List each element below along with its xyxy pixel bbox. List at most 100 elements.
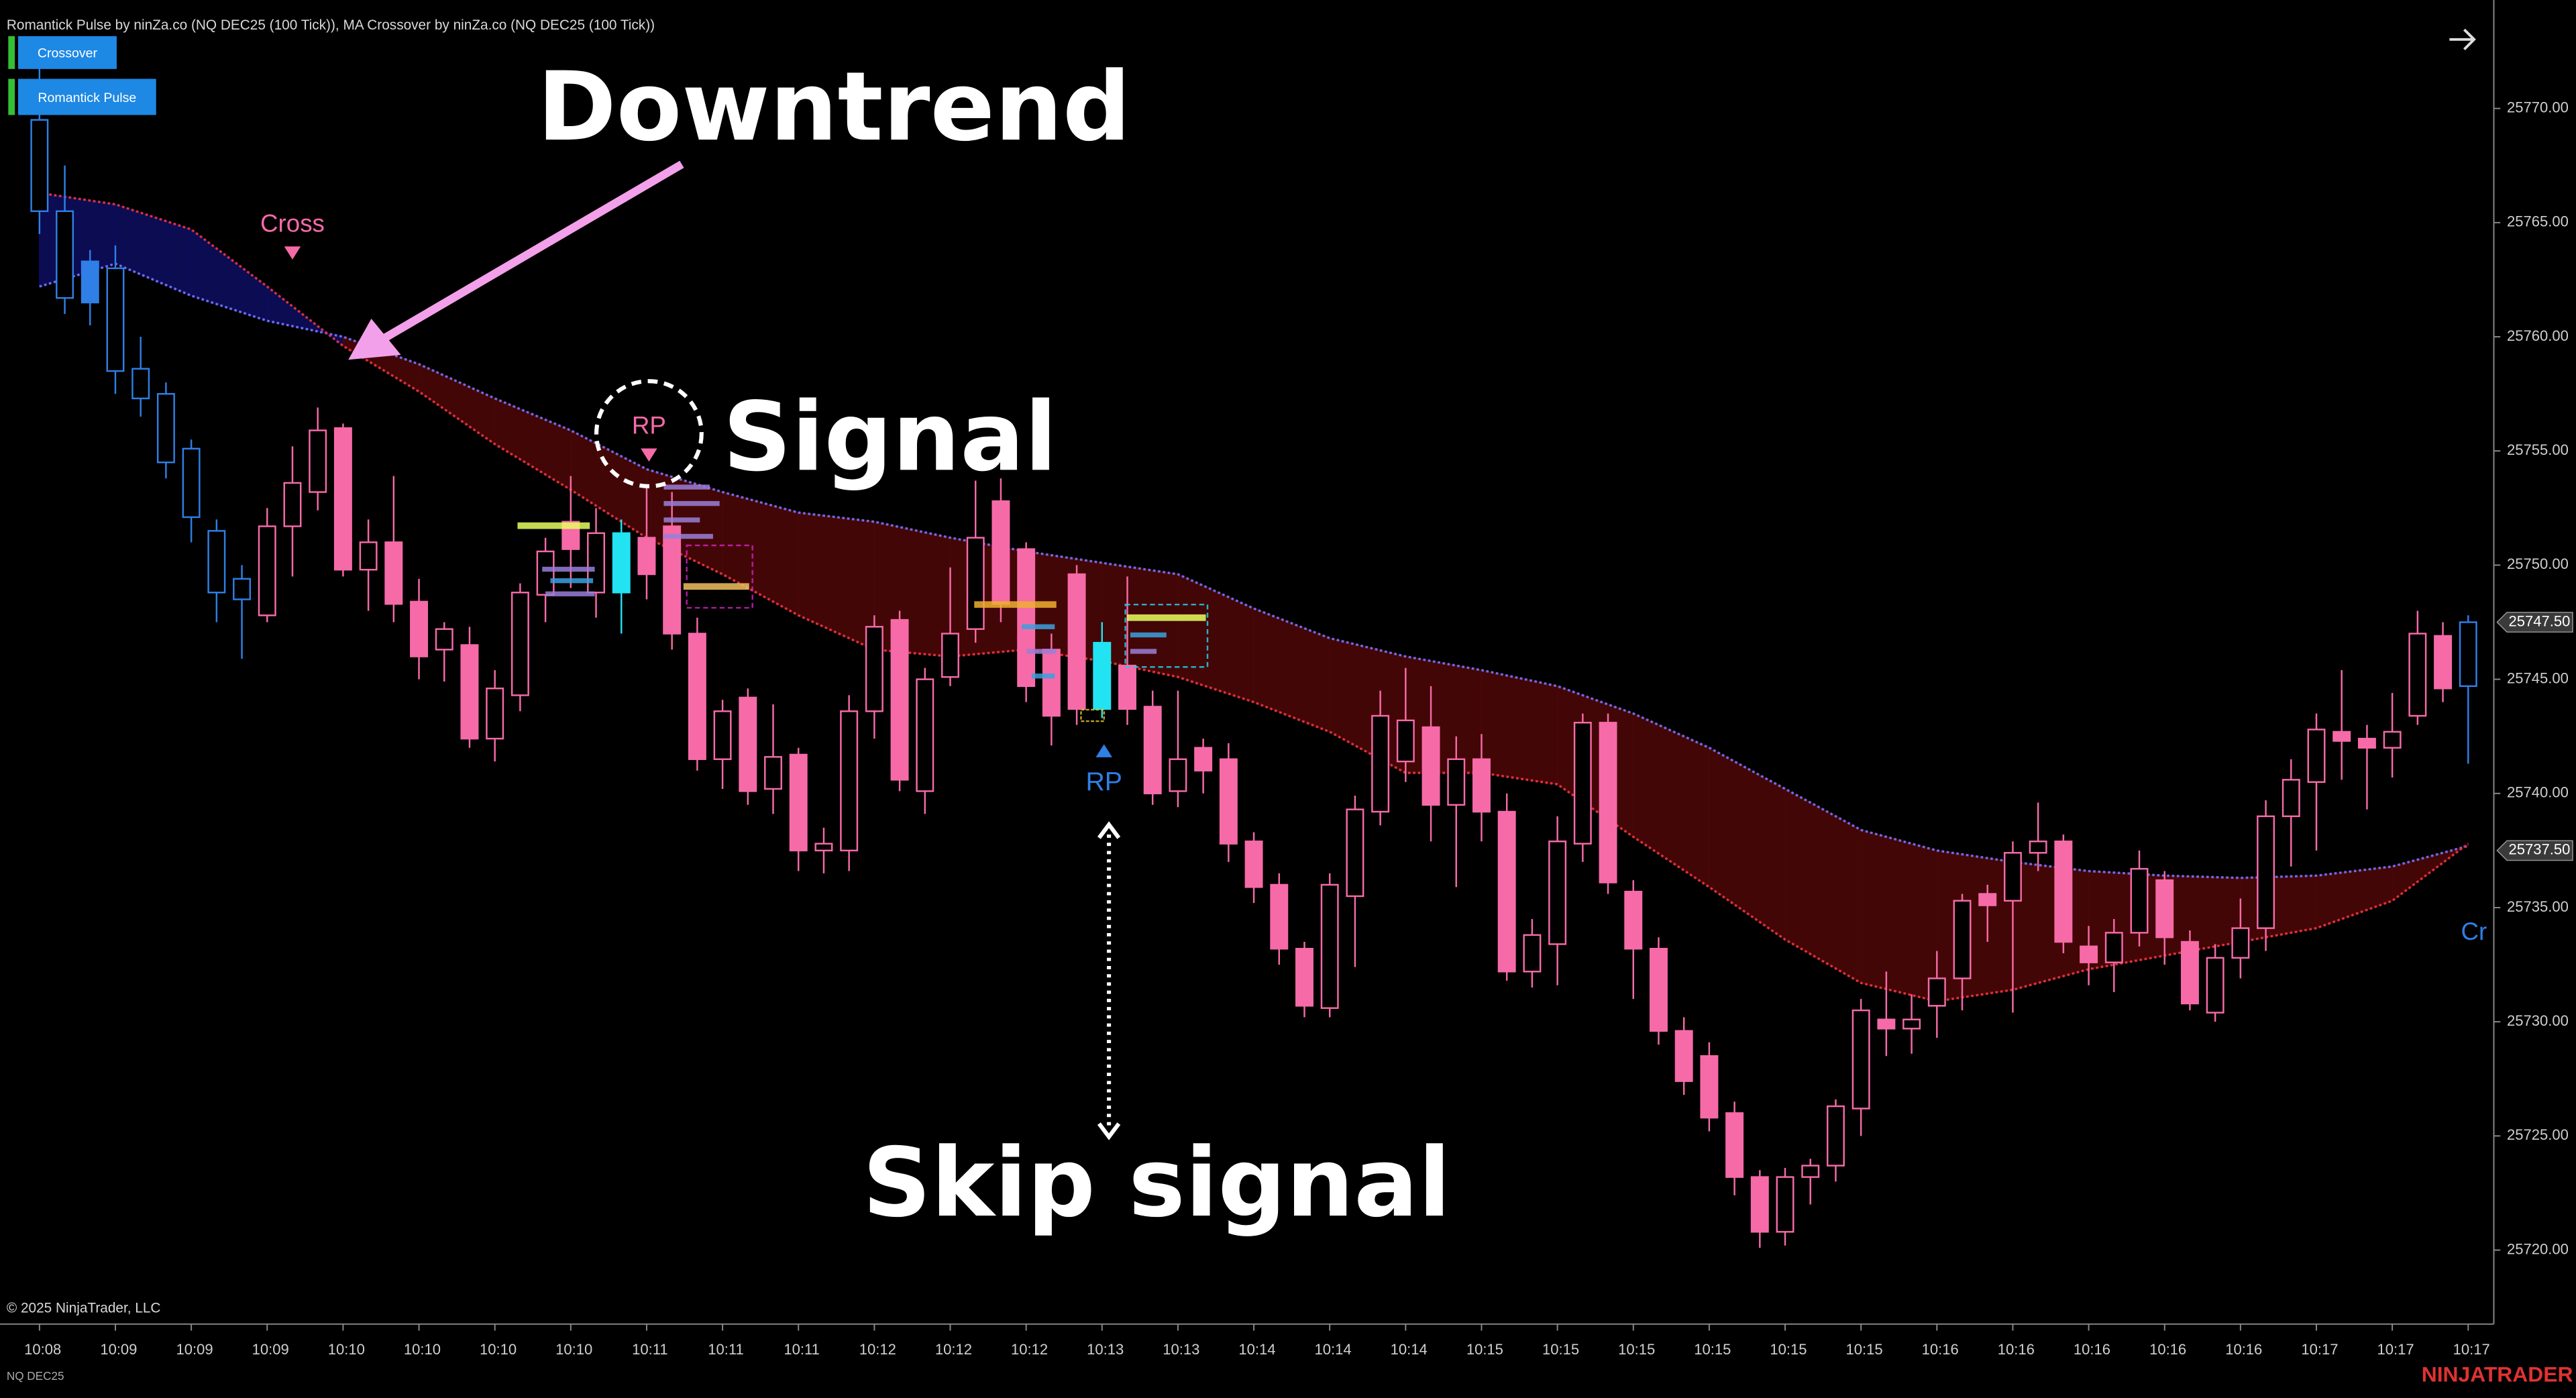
candle-body [966, 537, 985, 630]
candle-body [1851, 1009, 1870, 1110]
candle-body [764, 756, 782, 790]
y-tick-label: 25770.00 [2507, 99, 2569, 115]
signal-triangle [284, 246, 301, 260]
x-tick-label: 10:14 [1315, 1341, 1352, 1358]
candle-body [1118, 664, 1136, 710]
candle-body [1877, 1018, 1896, 1030]
profile-bar [1031, 674, 1055, 679]
x-tick-label: 10:10 [480, 1341, 517, 1358]
profile-bar [1130, 649, 1157, 654]
profile-bar [550, 578, 594, 584]
signal-label: RP [1086, 767, 1122, 796]
profile-bar [663, 517, 700, 523]
profile-bar [1026, 649, 1057, 654]
candle-body [1978, 893, 1997, 906]
candle-body [865, 626, 883, 712]
candle-body [309, 429, 327, 493]
button[interactable] [18, 36, 117, 69]
level-line [517, 522, 590, 529]
button-stripe [8, 78, 15, 115]
candle-body [1750, 1176, 1769, 1233]
x-tick-label: 10:09 [100, 1341, 137, 1358]
x-tick-label: 10:10 [555, 1341, 592, 1358]
x-tick-label: 10:11 [784, 1341, 819, 1358]
x-tick-label: 10:16 [2225, 1341, 2262, 1358]
candle-body [233, 578, 252, 600]
candle-body [1523, 934, 1542, 973]
candle-body [1649, 948, 1668, 1032]
x-tick-label: 10:12 [935, 1341, 972, 1358]
candle-body [2104, 932, 2123, 963]
annotation-arrow [379, 160, 684, 344]
ma-cloud [873, 521, 951, 657]
candle-body [2357, 737, 2376, 749]
level-line [974, 601, 1057, 608]
profile-bar [542, 566, 595, 572]
profile-bar [663, 484, 710, 490]
y-tick-label: 25720.00 [2507, 1240, 2569, 1257]
candle-body [1725, 1112, 1744, 1178]
ma-cloud [949, 537, 1027, 657]
x-tick-label: 10:15 [1770, 1341, 1807, 1358]
candle-body [435, 628, 453, 651]
signal-triangle [1095, 744, 1112, 757]
candle-body [2206, 957, 2224, 1014]
expand-icon[interactable] [2449, 28, 2476, 50]
candle-body [511, 592, 529, 696]
candle-body [1927, 977, 1946, 1007]
profile-bar [1022, 624, 1055, 629]
candle-body [713, 710, 732, 760]
zone-box [686, 544, 753, 609]
candle-body [536, 550, 555, 596]
signal-triangle [641, 448, 657, 462]
x-tick-label: 10:09 [252, 1341, 289, 1358]
candle-body [739, 696, 757, 792]
candle-body [2459, 621, 2477, 688]
button-label[interactable]: Romantick Pulse [38, 91, 136, 105]
candle-body [2054, 841, 2073, 943]
candle-body [30, 119, 49, 213]
candle-body [1421, 726, 1440, 806]
candle-body [840, 710, 859, 852]
ma-cloud [2088, 870, 2165, 970]
x-tick-label: 10:17 [2301, 1341, 2338, 1358]
candle-body [2155, 879, 2174, 938]
x-tick-label: 10:15 [1542, 1341, 1579, 1358]
candle-body [486, 687, 504, 740]
candle-body [1194, 747, 1213, 771]
candle-body [1447, 758, 1466, 806]
button[interactable] [18, 78, 156, 115]
x-tick-label: 10:10 [328, 1341, 365, 1358]
button-label[interactable]: Crossover [38, 46, 98, 61]
profile-bar [1130, 632, 1167, 638]
candle-body [2029, 841, 2047, 854]
candle-body [80, 260, 99, 304]
candle-body [2231, 927, 2250, 959]
annotation-signal: Signal [723, 382, 1057, 492]
x-tick-label: 10:14 [1238, 1341, 1275, 1358]
candle-body [384, 541, 403, 605]
ma-cloud [1936, 850, 2014, 1002]
price-marker [2496, 612, 2573, 633]
y-tick-label: 25750.00 [2507, 555, 2569, 572]
signal-circle [594, 379, 704, 488]
ma-line [39, 191, 2469, 1003]
x-tick-label: 10:15 [1618, 1341, 1655, 1358]
candle-body [1902, 1018, 1921, 1030]
candle-body [1674, 1030, 1693, 1082]
candle-body [1244, 841, 1263, 888]
candle-body [1801, 1165, 1820, 1178]
signal-label: Cr [2461, 918, 2487, 945]
candle-body [941, 633, 959, 678]
level-line [1127, 614, 1206, 621]
candle-body [2180, 940, 2199, 1005]
x-tick-label: 10:14 [1391, 1341, 1428, 1358]
candle-body [2003, 852, 2022, 902]
instrument: NQ DEC25 [7, 1369, 64, 1383]
x-tick-label: 10:17 [2453, 1341, 2490, 1358]
ma-line [39, 262, 2469, 879]
candle-body [1497, 810, 1516, 973]
candle-body [283, 482, 302, 527]
